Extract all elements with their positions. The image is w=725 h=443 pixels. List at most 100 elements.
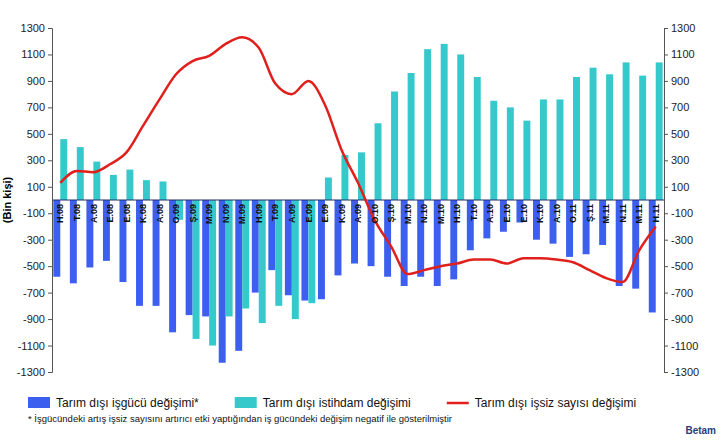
tick-label: Ş.11	[585, 204, 595, 222]
tick-label: Ş.09	[188, 204, 198, 223]
tick-label: A.09	[353, 204, 363, 223]
tick-label: -900	[23, 313, 45, 325]
tick-label: E.08	[122, 204, 132, 223]
tick: -900	[664, 313, 693, 325]
bar	[424, 49, 431, 200]
tick: O.09	[171, 204, 181, 224]
tick-mark	[664, 293, 668, 294]
bar	[490, 101, 497, 200]
bar-series	[60, 44, 662, 346]
tick: O.10	[370, 204, 380, 224]
tick-label: T.10	[469, 204, 479, 221]
tick-label: -1300	[671, 366, 699, 378]
tick: 1300	[664, 22, 695, 34]
tick-label: K.08	[138, 204, 148, 223]
tick: M.09	[204, 204, 214, 224]
tick: H.11	[651, 204, 661, 223]
tick-mark	[48, 28, 52, 29]
legend-item: Tarım dışı işgücü değişimi*	[28, 396, 199, 410]
bar	[375, 123, 382, 200]
tick-mark	[664, 160, 668, 161]
bar	[474, 77, 481, 200]
bar	[325, 178, 332, 200]
axis-title: (Bin kişi)	[1, 176, 13, 223]
tick: -1300	[17, 366, 52, 378]
tick-mark	[664, 266, 668, 267]
tick-label: K.10	[535, 204, 545, 223]
tick-label: 100	[671, 181, 689, 193]
plot-area	[53, 44, 662, 363]
tick: M.10	[436, 204, 446, 224]
tick-label: -700	[671, 287, 693, 299]
tick: H.10	[452, 204, 462, 223]
legend-label: Tarım dışı istihdam değişimi	[263, 396, 411, 410]
tick-label: A.09	[287, 204, 297, 223]
tick-label: E.09	[304, 204, 314, 223]
tick-mark	[48, 293, 52, 294]
tick-mark	[664, 319, 668, 320]
tick-label: E.10	[519, 204, 529, 223]
tick: -300	[664, 234, 693, 246]
tick-label: N.11	[618, 204, 628, 223]
tick-label: E.10	[502, 204, 512, 223]
tick: H.08	[55, 204, 65, 223]
footnote: * İşgücündeki artış işsiz sayısını artır…	[28, 413, 452, 424]
tick: A.09	[287, 204, 297, 223]
legend: Tarım dışı işgücü değişimi* Tarım dışı is…	[28, 396, 636, 410]
logo-text: Betam	[685, 425, 716, 436]
legend-item: Tarım dışı işsiz sayısı değişimi	[447, 396, 636, 410]
tick-label: T.09	[270, 204, 280, 221]
bar	[408, 73, 415, 200]
tick-label: 900	[671, 75, 689, 87]
chart: 13001100900700500300100-100-300-500-700-…	[0, 0, 725, 443]
tick: 100	[27, 181, 52, 193]
tick-label: A.10	[485, 204, 495, 223]
tick: 700	[27, 101, 52, 113]
tick-mark	[664, 372, 668, 373]
tick: -500	[23, 260, 52, 272]
tick: M.11	[634, 204, 644, 224]
tick: E.10	[519, 204, 529, 223]
tick-label: -500	[23, 260, 45, 272]
tick: E.08	[105, 204, 115, 223]
tick: A.08	[155, 204, 165, 223]
tick-label: 1300	[21, 22, 45, 34]
tick: E.10	[502, 204, 512, 223]
tick: -500	[664, 260, 693, 272]
tick: 300	[27, 154, 52, 166]
tick: N.09	[221, 204, 231, 223]
tick-label: 500	[671, 128, 689, 140]
tick: A.09	[353, 204, 363, 223]
tick-mark	[48, 54, 52, 55]
tick: -100	[664, 207, 693, 219]
bar	[639, 76, 646, 200]
bar	[60, 139, 67, 200]
bar	[556, 99, 563, 200]
tick-label: 700	[27, 101, 45, 113]
tick-label: M.10	[403, 204, 413, 224]
tick-label: 1300	[671, 22, 695, 34]
tick-label: -100	[671, 207, 693, 219]
y-axis: 13001100900700500300100-100-300-500-700-…	[17, 22, 53, 378]
tick-mark	[48, 160, 52, 161]
tick-mark	[664, 213, 668, 214]
tick-label: 700	[671, 101, 689, 113]
tick: -300	[23, 234, 52, 246]
bar	[457, 54, 464, 200]
tick: -900	[23, 313, 52, 325]
tick-label: Ş.10	[386, 204, 396, 223]
bar	[143, 180, 150, 200]
line	[60, 37, 655, 282]
tick-label: O.09	[171, 204, 181, 224]
tick-label: M.10	[436, 204, 446, 224]
tick-mark	[48, 134, 52, 135]
bar	[93, 162, 100, 200]
tick: -100	[23, 207, 52, 219]
tick-label: O.11	[568, 204, 578, 223]
tick-label: A.10	[552, 204, 562, 223]
tick: E.09	[320, 204, 330, 223]
bar	[623, 62, 630, 200]
tick-mark	[48, 372, 52, 373]
tick: H.09	[254, 204, 264, 223]
axis-line	[48, 29, 53, 373]
